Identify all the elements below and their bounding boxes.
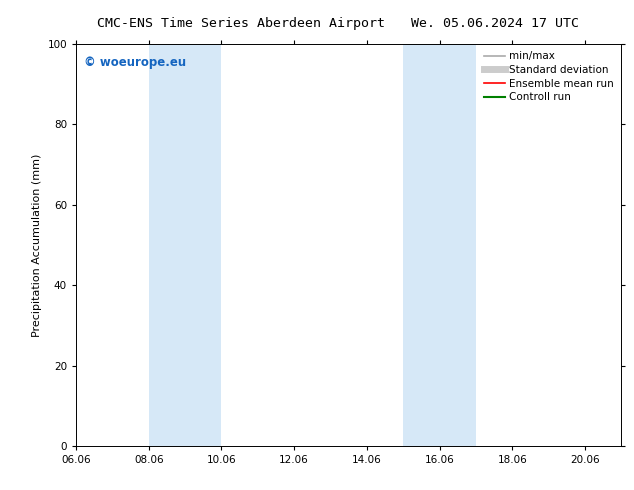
Text: We. 05.06.2024 17 UTC: We. 05.06.2024 17 UTC xyxy=(411,17,578,30)
Text: © woeurope.eu: © woeurope.eu xyxy=(84,56,186,69)
Legend: min/max, Standard deviation, Ensemble mean run, Controll run: min/max, Standard deviation, Ensemble me… xyxy=(482,49,616,104)
Bar xyxy=(149,44,221,446)
Text: CMC-ENS Time Series Aberdeen Airport: CMC-ENS Time Series Aberdeen Airport xyxy=(97,17,385,30)
Bar xyxy=(403,44,476,446)
Y-axis label: Precipitation Accumulation (mm): Precipitation Accumulation (mm) xyxy=(32,153,42,337)
